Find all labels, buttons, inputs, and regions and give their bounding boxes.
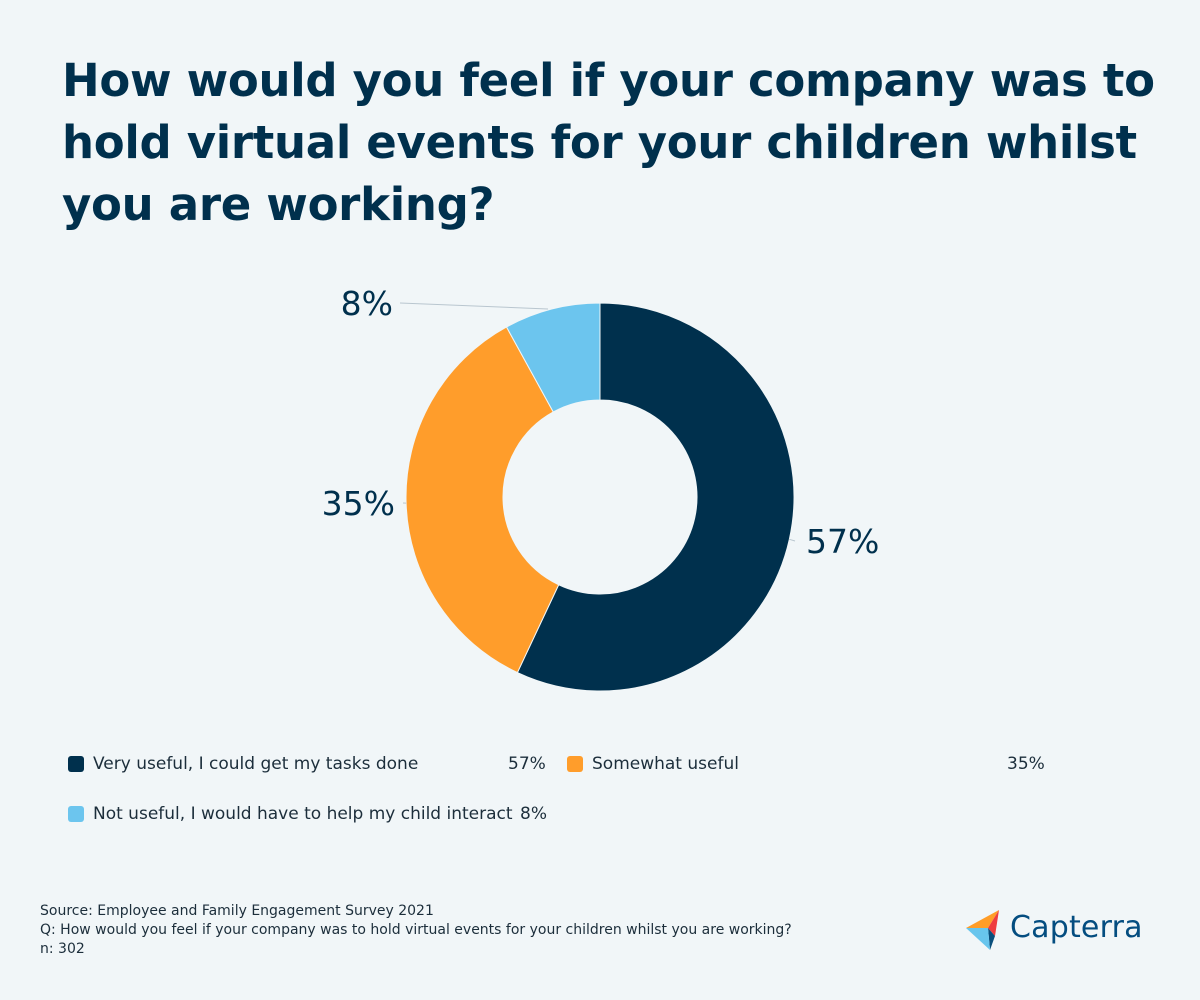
chart-title: How would you feel if your company was t… — [62, 54, 1155, 231]
legend-value: 8% — [520, 804, 547, 824]
footer: Source: Employee and Family Engagement S… — [40, 902, 792, 959]
sample-size-text: n: 302 — [40, 941, 85, 957]
slice-somewhat-useful — [405, 326, 560, 674]
slice-label-somewhat-useful: 35% — [322, 484, 395, 523]
legend-value: 35% — [1007, 754, 1045, 774]
slice-label-very-useful: 57% — [806, 522, 879, 561]
question-text: Q: How would you feel if your company wa… — [40, 922, 792, 938]
legend-label: Not useful, I would have to help my chil… — [93, 804, 513, 824]
capterra-arrow-icon — [966, 910, 999, 950]
legend-label: Somewhat useful — [592, 754, 739, 774]
capterra-logo: Capterra — [966, 908, 1156, 952]
leader-line-very-useful — [789, 538, 796, 542]
source-text: Source: Employee and Family Engagement S… — [40, 903, 434, 919]
legend-value: 57% — [508, 754, 546, 774]
slice-not-useful — [505, 302, 601, 413]
legend-swatch-not-useful — [68, 806, 84, 822]
slice-label-not-useful: 8% — [341, 284, 393, 323]
legend: Very useful, I could get my tasks done 5… — [68, 748, 1068, 838]
capterra-wordmark: Capterra — [1010, 910, 1143, 945]
legend-swatch-somewhat-useful — [567, 756, 583, 772]
legend-label: Very useful, I could get my tasks done — [93, 754, 419, 774]
leader-line-not-useful — [399, 302, 549, 310]
legend-swatch-very-useful — [68, 756, 84, 772]
slice-very-useful — [516, 302, 795, 692]
